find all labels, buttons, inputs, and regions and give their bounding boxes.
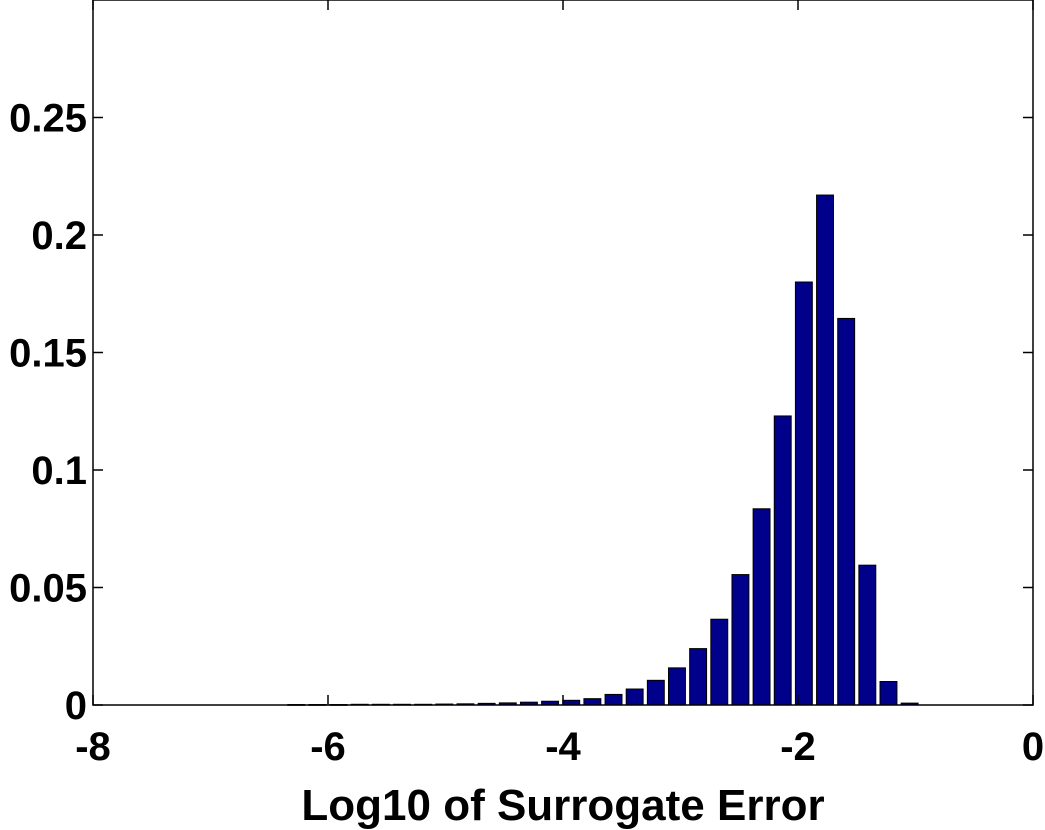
x-tick-label: -8	[75, 725, 111, 769]
x-tick-label: -2	[780, 725, 816, 769]
histogram-bar	[858, 564, 877, 706]
x-tick-labels: -8 -6 -4 -2 0	[75, 725, 1044, 769]
histogram-bar	[816, 194, 834, 706]
histogram-bar	[752, 508, 771, 706]
x-tick-label: -4	[545, 725, 581, 769]
plot-frame	[92, 0, 1034, 706]
histogram-bar	[625, 688, 644, 706]
histogram-bar	[668, 667, 686, 706]
histogram-bar	[837, 317, 856, 706]
y-tick-labels: 0 0.05 0.1 0.15 0.2 0.25	[9, 97, 87, 729]
histogram-bar	[773, 415, 792, 706]
plot-area	[93, 0, 1033, 705]
histogram-bar	[731, 574, 750, 706]
y-tick-label: 0.1	[31, 449, 87, 493]
histogram-bar	[794, 281, 813, 706]
histogram-bar	[710, 618, 729, 706]
y-tick-label: 0.05	[9, 567, 87, 611]
histogram-bar	[689, 648, 708, 706]
x-tick-label: 0	[1022, 725, 1044, 769]
x-axis-label: Log10 of Surrogate Error	[301, 781, 824, 830]
histogram-bar	[583, 698, 602, 706]
histogram-bar	[646, 679, 665, 706]
histogram-bar	[879, 681, 898, 706]
y-tick-label: 0	[65, 684, 87, 728]
bars-group	[287, 194, 919, 706]
y-tick-label: 0.25	[9, 97, 87, 141]
x-tick-label: -6	[310, 725, 346, 769]
y-tick-label: 0.15	[9, 332, 87, 376]
histogram-bar	[604, 693, 623, 706]
y-tick-label: 0.2	[31, 214, 87, 258]
